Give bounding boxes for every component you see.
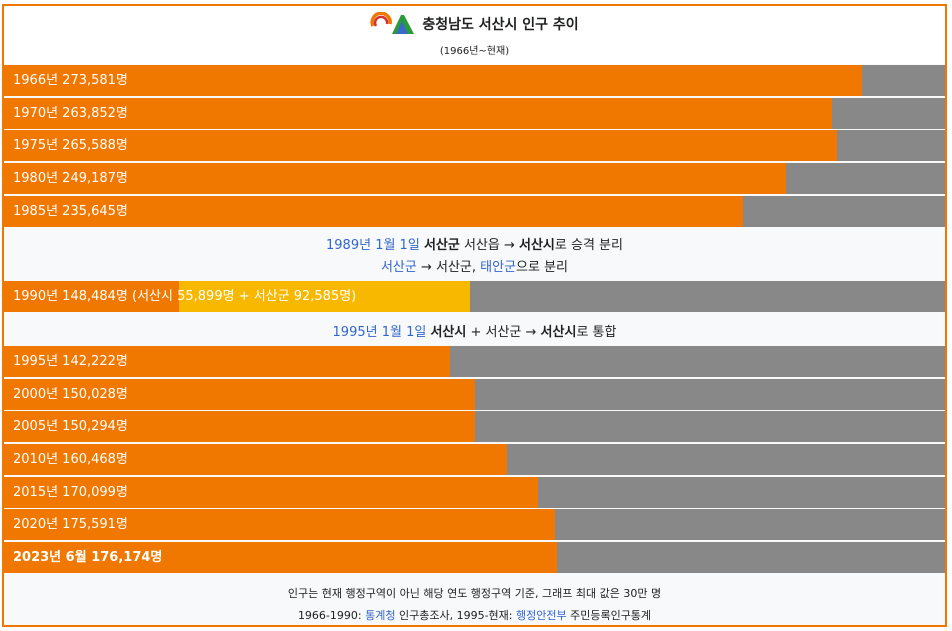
bar-row: 2015년 170,099명 <box>4 477 945 508</box>
bar-row: 1995년 142,222명 <box>4 346 945 377</box>
bar-row: 2010년 160,468명 <box>4 444 945 475</box>
note-1989-line1: 1989년 1월 1일 서산군 서산읍 → 서산시로 승격 분리 <box>4 234 945 253</box>
note-1989b-d: 으로 분리 <box>516 260 569 275</box>
chart-header: 충청남도 서산시 인구 추이 (1966년~현재) <box>4 6 945 64</box>
bar <box>4 196 744 227</box>
chart-frame: 충청남도 서산시 인구 추이 (1966년~현재) 1966년 273,581명… <box>2 4 947 627</box>
title-row: 충청남도 서산시 인구 추이 <box>4 12 945 36</box>
seosan-logo-icon <box>370 12 415 34</box>
note-1989-a: 서산군 <box>423 238 460 253</box>
bar <box>4 477 538 508</box>
note-1995-b: + 서산군 → <box>466 325 541 340</box>
bar-row: 1975년 265,588명 <box>4 130 945 161</box>
note-1989-date-link[interactable]: 1989년 1월 1일 <box>326 238 420 253</box>
note-1995: 1995년 1월 1일 서산시 + 서산군 → 서산시로 통합 <box>4 321 945 340</box>
bar-label: 1985년 235,645명 <box>13 204 128 219</box>
bar-row: 2020년 175,591명 <box>4 509 945 540</box>
bar-label: 2005년 150,294명 <box>13 419 128 434</box>
bar <box>4 542 557 573</box>
chart-subtitle: (1966년~현재) <box>439 46 510 57</box>
bar <box>4 346 451 377</box>
note-1989b-b: → 서산군, <box>416 260 481 275</box>
bar-row: 2000년 150,028명 <box>4 379 945 410</box>
bar-label: 1995년 142,222명 <box>13 354 128 369</box>
bar <box>4 130 838 161</box>
bar-row: 1970년 263,852명 <box>4 98 945 129</box>
footer-line2: 1966-1990: 통계청 인구총조사, 1995-현재: 행정안전부 주민등… <box>4 607 945 623</box>
bar-segment-seosan-gun <box>179 281 470 312</box>
bar <box>4 509 555 540</box>
bar-label: 2000년 150,028명 <box>13 387 128 402</box>
bar-row: 1990년 148,484명 (서산시 55,899명 + 서산군 92,585… <box>4 281 945 312</box>
note-1995-a: 서산시 <box>430 325 467 340</box>
bar <box>4 98 832 129</box>
bar <box>4 444 508 475</box>
bar-label: 1970년 263,852명 <box>13 106 128 121</box>
note-1989b-c-link[interactable]: 태안군 <box>480 260 517 275</box>
bar-label: 2015년 170,099명 <box>13 485 128 500</box>
bar-label: 1980년 249,187명 <box>13 171 128 186</box>
bar-row: 2023년 6월 176,174명 <box>4 542 945 573</box>
chart-title: 충청남도 서산시 인구 추이 <box>422 17 579 33</box>
bar-segment-seosan-si <box>4 281 180 312</box>
bar-row: 1966년 273,581명 <box>4 65 945 96</box>
note-1989-c: 서산시 <box>519 238 555 253</box>
note-1995-d: 로 통합 <box>576 325 617 340</box>
note-1989b-a-link[interactable]: 서산군 <box>380 260 417 275</box>
bar <box>4 65 863 96</box>
note-1989-b: 서산읍 → <box>459 238 519 253</box>
bar-label: 1966년 273,581명 <box>13 73 128 88</box>
footer-pre: 1966-1990: <box>297 609 366 622</box>
note-1995-c: 서산시 <box>540 325 577 340</box>
note-1989-d: 로 승격 분리 <box>554 238 623 253</box>
bar-label: 2020년 175,591명 <box>13 517 128 532</box>
bar <box>4 411 476 442</box>
footer-line1: 인구는 현재 행정구역이 아닌 해당 연도 행정구역 기준, 그래프 최대 값은… <box>287 587 662 600</box>
bar-label: 1990년 148,484명 (서산시 55,899명 + 서산군 92,585… <box>13 289 357 304</box>
chart-footer: 인구는 현재 행정구역이 아닌 해당 연도 행정구역 기준, 그래프 최대 값은… <box>4 577 945 625</box>
footer-mid: 인구총조사, 1995-현재: <box>395 609 516 622</box>
note-1989-line2: 서산군 → 서산군, 태안군으로 분리 <box>4 256 945 275</box>
footer-post: 주민등록인구통계 <box>566 609 652 622</box>
bar-row: 1985년 235,645명 <box>4 196 945 227</box>
bar-label: 2010년 160,468명 <box>13 452 128 467</box>
bar-label: 1975년 265,588명 <box>13 138 128 153</box>
bar <box>4 163 786 194</box>
footer-source-link-2[interactable]: 행정안전부 <box>515 609 567 622</box>
note-1995-date-link[interactable]: 1995년 1월 1일 <box>332 325 427 340</box>
bar <box>4 379 475 410</box>
bar-label: 2023년 6월 176,174명 <box>13 550 163 565</box>
footer-source-link-1[interactable]: 통계청 <box>365 609 396 622</box>
bar-row: 2005년 150,294명 <box>4 411 945 442</box>
bar-row: 1980년 249,187명 <box>4 163 945 194</box>
